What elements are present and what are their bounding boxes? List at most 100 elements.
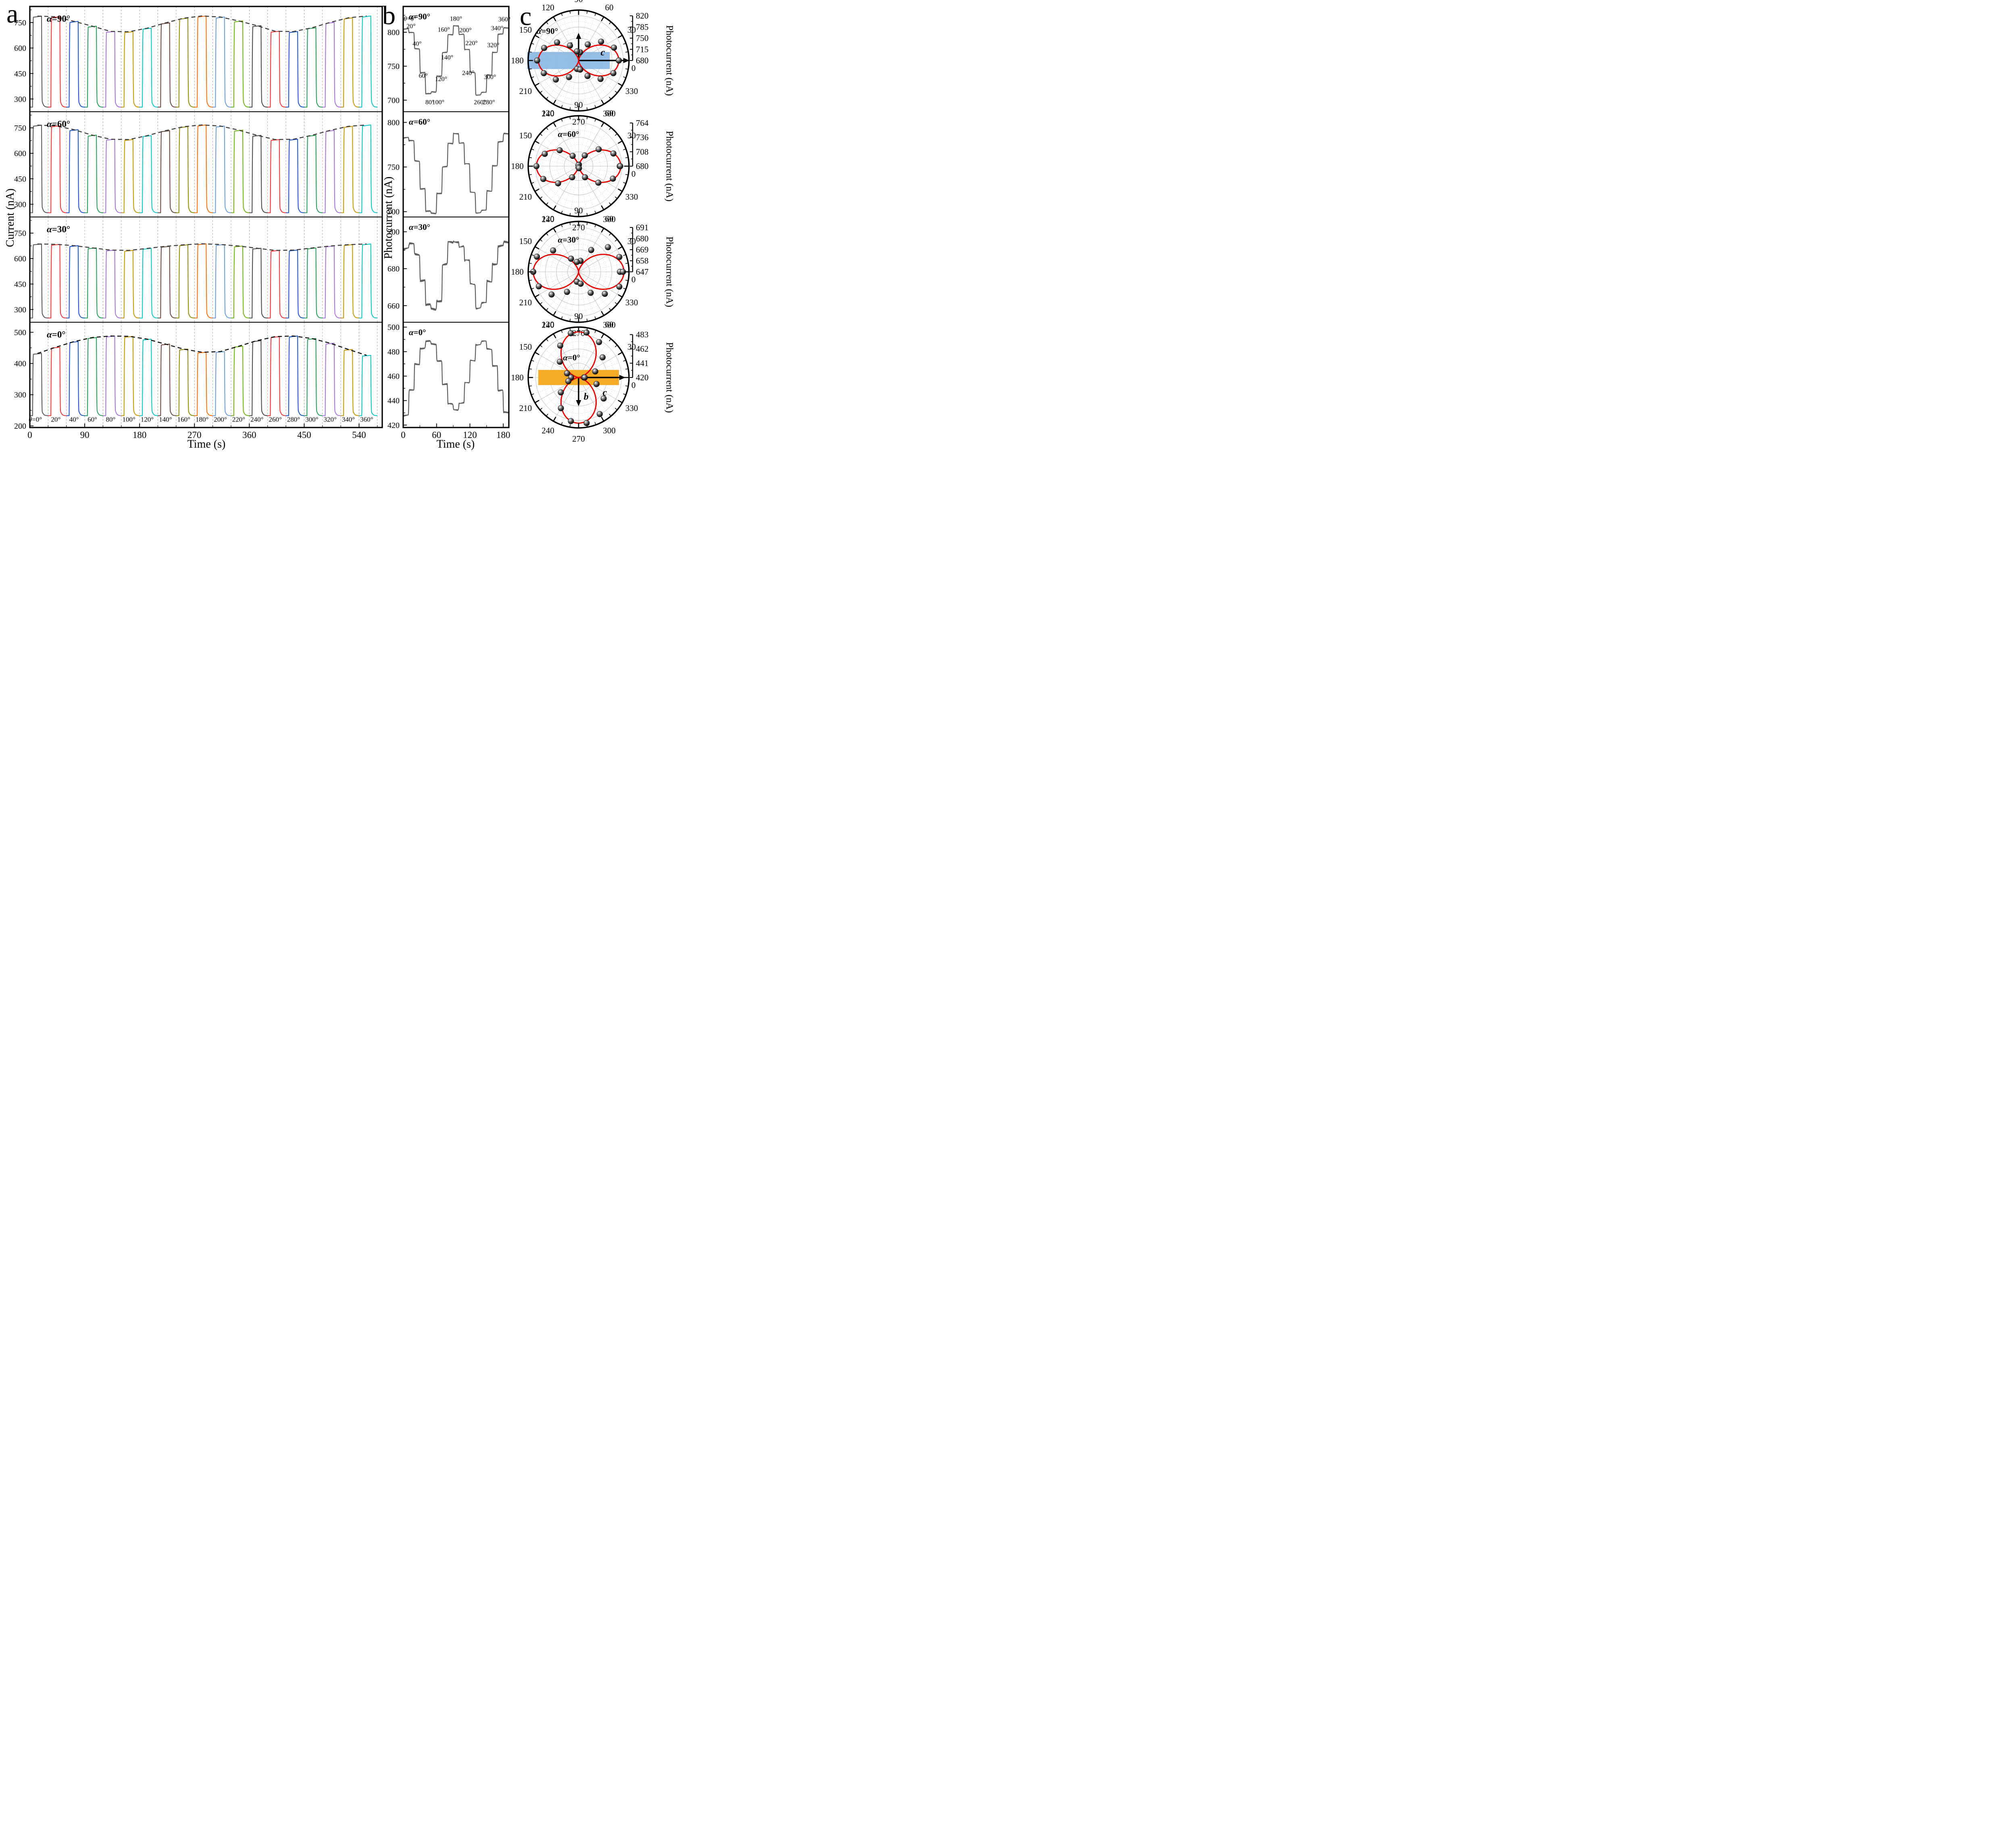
data-point-theta-240 (558, 405, 564, 411)
data-point-theta-140 (554, 39, 560, 46)
panel-b-subplot-α=60°: 700 750 800 α=60° (387, 111, 509, 217)
data-point-theta-40 (596, 146, 602, 152)
pulse-theta-280 (286, 31, 304, 108)
data-point-theta-60 (596, 339, 602, 345)
angle-label: 330 (625, 403, 638, 413)
data-point-theta-220 (548, 291, 555, 298)
angle-label: 240 (541, 215, 554, 224)
data-point-theta-40 (598, 38, 604, 45)
subplot-title: α=90° (47, 14, 70, 24)
y-tick-label: 800 (387, 28, 400, 37)
y-tick-label: 420 (387, 421, 400, 430)
angle-label: 90 (575, 311, 583, 321)
x-tick-label: 180 (496, 430, 510, 440)
polar-alpha-label: α=60° (558, 129, 579, 139)
data-point-theta-300 (584, 73, 591, 79)
pulse-traces (30, 243, 377, 319)
data-point-theta-360 (616, 57, 622, 64)
angle-label: 60 (605, 108, 614, 118)
data-point-theta-320 (600, 395, 607, 402)
pulse-theta-140 (158, 344, 176, 416)
panel-b-subplot-α=90°: θ=0°20° 40° 60° 80°100° 120° 140° 160°180° 200°… (387, 6, 510, 112)
x-tick-label: 540 (352, 430, 366, 440)
grid-spoke-minor (546, 127, 579, 167)
subplot-title: α=0° (47, 330, 66, 340)
theta-step-label: 240° (462, 70, 474, 77)
theta-row-label: 300° (305, 415, 318, 423)
data-point-theta-140 (550, 247, 556, 254)
x-tick-label: 60 (432, 430, 441, 440)
angle-label: 0 (631, 275, 636, 284)
pulse-theta-120 (140, 338, 158, 416)
pulse-theta-0 (30, 125, 48, 213)
data-point-theta-320 (598, 76, 604, 82)
pulse-theta-180 (194, 124, 213, 213)
arrowhead-icon (619, 375, 625, 380)
theta-row-label: 60° (87, 415, 97, 423)
subplot-title: α=60° (47, 119, 70, 129)
data-point-theta-340 (616, 284, 623, 290)
grid-spoke-minor (578, 157, 629, 167)
y-tick-label: 800 (387, 119, 400, 127)
photocurrent-step-curve (403, 240, 509, 311)
data-point-theta-340 (610, 70, 616, 76)
radial-tick-label: 708 (636, 147, 649, 156)
envelope-curve (37, 243, 367, 251)
angle-label: 240 (541, 320, 554, 330)
data-point-theta-280 (577, 67, 583, 73)
theta-step-label: 20° (406, 23, 415, 30)
pulse-theta-100 (121, 250, 140, 319)
radial-tick-label: 669 (636, 245, 649, 254)
grid-spoke-minor (529, 263, 579, 272)
data-point-theta-20 (616, 254, 623, 260)
y-tick-label: 700 (387, 96, 400, 105)
data-point-theta-160 (541, 150, 548, 157)
grid-spoke-minor (578, 327, 588, 378)
panel-b-frame (402, 6, 510, 428)
angle-label: 30 (627, 25, 636, 35)
pulse-theta-300 (304, 247, 323, 319)
theta-step-label: 80° (425, 99, 434, 106)
y-tick-label: 450 (14, 69, 26, 78)
grid-spoke-minor (531, 254, 579, 272)
theta-row-label: 180° (196, 415, 208, 423)
pulse-theta-20 (48, 244, 67, 319)
radial-tick-label: 785 (636, 22, 649, 32)
data-point-theta-120 (568, 255, 574, 262)
theta-step-label: 200° (459, 27, 471, 34)
angle-label: 0 (631, 169, 636, 179)
grid-spoke-minor (561, 166, 579, 214)
arrowhead-icon (576, 33, 581, 39)
theta-row-label: 200° (214, 415, 227, 423)
data-point-theta-160 (534, 253, 540, 260)
grid-spoke-minor (531, 271, 579, 290)
pulse-theta-80 (103, 250, 121, 319)
pulse-theta-0 (30, 243, 48, 319)
theta-step-label: 120° (435, 76, 447, 83)
theta-step-label: 280° (483, 99, 495, 106)
data-point-theta-220 (553, 76, 559, 83)
photocurrent-step-curve (403, 340, 509, 417)
x-tick-label: 90 (80, 430, 90, 440)
angle-label: 30 (627, 342, 636, 352)
data-point-theta-240 (564, 289, 570, 295)
pulse-theta-300 (304, 27, 323, 108)
x-tick-label: 180 (133, 430, 147, 440)
y-tick-label: 750 (14, 229, 26, 238)
angle-label: 30 (627, 131, 636, 140)
x-tick-label: 0 (401, 430, 406, 440)
pulse-theta-280 (286, 139, 304, 213)
y-tick-label: 200 (14, 422, 26, 431)
grid-spoke-minor (529, 157, 579, 167)
grid-spoke-minor (578, 224, 596, 272)
pulse-theta-200 (212, 17, 231, 108)
angle-label: 330 (625, 298, 638, 307)
data-point-theta-140 (556, 359, 563, 365)
pulse-theta-120 (140, 135, 158, 213)
angle-label: 120 (541, 108, 554, 118)
angle-label: 210 (519, 192, 532, 202)
grid-spoke-minor (569, 377, 579, 428)
angle-label: 270 (572, 434, 585, 444)
pulse-theta-140 (158, 130, 176, 213)
x-tick-label: 120 (463, 430, 477, 440)
